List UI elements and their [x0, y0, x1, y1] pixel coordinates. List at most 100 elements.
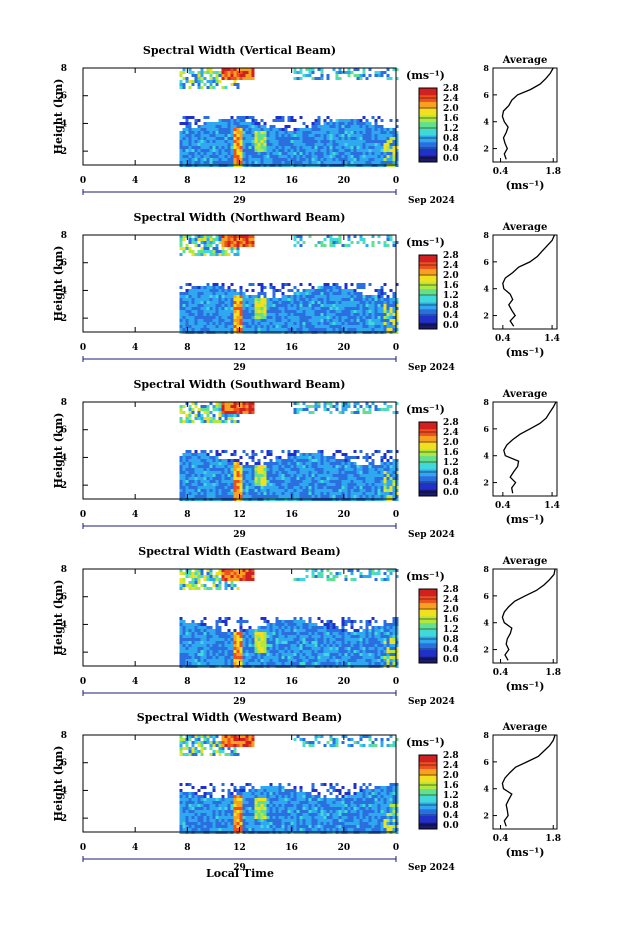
heatmap-cell: [296, 307, 300, 310]
heatmap-cell: [380, 292, 384, 295]
heatmap-cell: [227, 313, 231, 316]
heatmap-cell: [182, 301, 186, 304]
heatmap-cell: [248, 161, 252, 164]
heatmap-cell: [203, 408, 207, 411]
heatmap-cell: [185, 119, 189, 122]
heatmap-cell: [353, 319, 357, 322]
heatmap-cell: [365, 492, 369, 495]
heatmap-cell: [308, 626, 312, 629]
heatmap-cell: [200, 325, 204, 328]
heatmap-cell: [380, 477, 384, 480]
heatmap-cell: [332, 495, 336, 498]
colorbar-segment: [419, 442, 437, 450]
heatmap-cell: [338, 492, 342, 495]
heatmap-cell: [212, 158, 216, 161]
heatmap-cell: [227, 468, 231, 471]
heatmap-cell: [320, 322, 324, 325]
heatmap-cell: [395, 498, 399, 501]
heatmap-cell: [245, 122, 249, 125]
heatmap-cell: [314, 465, 318, 468]
heatmap-cell: [233, 641, 237, 644]
heatmap-cell: [245, 143, 249, 146]
heatmap-cell: [194, 492, 198, 495]
heatmap-cell: [338, 474, 342, 477]
heatmap-cell: [197, 408, 201, 411]
heatmap-cell: [209, 128, 213, 131]
heatmap-cell: [239, 650, 243, 653]
heatmap-cell: [371, 298, 375, 301]
heatmap-cell: [308, 298, 312, 301]
heatmap-cell: [356, 149, 360, 152]
heatmap-cell: [185, 492, 189, 495]
heatmap-cell: [227, 146, 231, 149]
x-tick-label: 12: [233, 176, 246, 186]
heatmap-cell: [212, 459, 216, 462]
heatmap-cell: [251, 495, 255, 498]
heatmap-cell: [281, 146, 285, 149]
heatmap-cell: [347, 468, 351, 471]
heatmap-cell: [233, 310, 237, 313]
heatmap-cell: [260, 659, 264, 662]
heatmap-cell: [383, 244, 387, 247]
heatmap-cell: [182, 495, 186, 498]
heatmap-cell: [374, 122, 378, 125]
heatmap-cell: [284, 468, 288, 471]
heatmap-cell: [314, 656, 318, 659]
heatmap-cell: [374, 474, 378, 477]
profile-y-tick-label: 6: [483, 90, 489, 100]
heatmap-cell: [224, 241, 228, 244]
heatmap-cell: [254, 653, 258, 656]
heatmap-cell: [311, 462, 315, 465]
heatmap-cell: [368, 462, 372, 465]
heatmap-cell: [317, 468, 321, 471]
heatmap-cell: [359, 477, 363, 480]
heatmap-cell: [263, 486, 267, 489]
heatmap-cell: [215, 495, 219, 498]
heatmap-cell: [347, 304, 351, 307]
heatmap-cell: [356, 316, 360, 319]
heatmap-cell: [182, 650, 186, 653]
heatmap-cell: [287, 146, 291, 149]
heatmap-cell: [239, 298, 243, 301]
heatmap-cell: [350, 283, 354, 286]
colorbar-tick-label: 2.8: [443, 251, 459, 261]
heatmap-cell: [242, 149, 246, 152]
heatmap-cell: [320, 629, 324, 632]
heatmap-cell: [188, 328, 192, 331]
heatmap-cell: [215, 492, 219, 495]
heatmap-cell: [356, 155, 360, 158]
heatmap-cell: [290, 313, 294, 316]
heatmap-cell: [188, 632, 192, 635]
heatmap-cell: [215, 474, 219, 477]
heatmap-cell: [179, 247, 183, 250]
heatmap-cell: [383, 304, 387, 307]
heatmap-cell: [194, 402, 198, 405]
heatmap-cell: [266, 489, 270, 492]
heatmap-cell: [275, 149, 279, 152]
heatmap-cell: [281, 292, 285, 295]
heatmap-cell: [221, 74, 225, 77]
heatmap-cell: [236, 462, 240, 465]
heatmap-cell: [200, 623, 204, 626]
heatmap-cell: [299, 629, 303, 632]
heatmap-cell: [380, 465, 384, 468]
heatmap-cell: [296, 650, 300, 653]
heatmap-cell: [227, 68, 231, 71]
heatmap-cell: [287, 131, 291, 134]
heatmap-cell: [386, 235, 390, 238]
heatmap-cell: [347, 235, 351, 238]
heatmap-cell: [197, 575, 201, 578]
heatmap-cell: [182, 68, 186, 71]
heatmap-cell: [206, 238, 210, 241]
heatmap-cell: [392, 492, 396, 495]
heatmap-cell: [215, 480, 219, 483]
heatmap-cell: [188, 653, 192, 656]
heatmap-cell: [251, 644, 255, 647]
heatmap-cell: [209, 235, 213, 238]
heatmap-cell: [263, 656, 267, 659]
heatmap-cell: [182, 247, 186, 250]
y-tick-label: 2: [61, 314, 67, 324]
heatmap-cell: [281, 137, 285, 140]
heatmap-cell: [374, 146, 378, 149]
heatmap-cell: [362, 116, 366, 119]
